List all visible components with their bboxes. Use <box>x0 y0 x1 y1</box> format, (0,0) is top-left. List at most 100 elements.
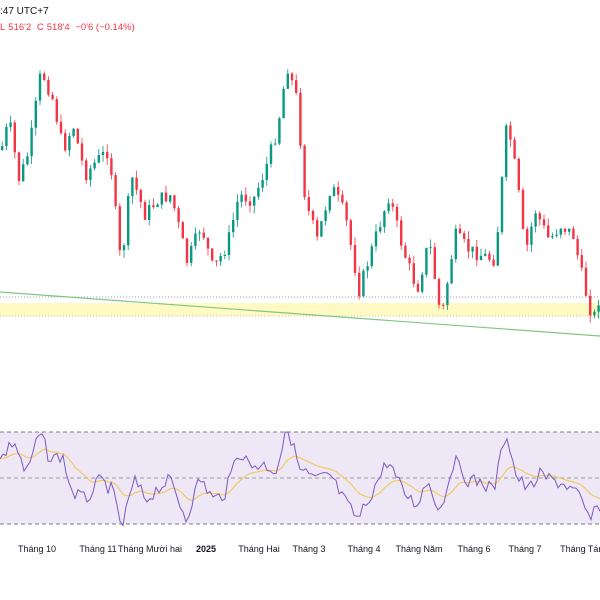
trendline <box>0 291 600 337</box>
candle-body <box>542 219 546 226</box>
candle-body <box>190 245 193 263</box>
candle-body <box>122 245 126 251</box>
candle-body <box>299 92 302 146</box>
candle-body <box>505 125 508 178</box>
candle-body <box>164 192 168 202</box>
candle-body <box>391 203 394 207</box>
candle-body <box>97 154 100 163</box>
rsi-line <box>0 431 600 527</box>
candle-body <box>215 260 218 262</box>
candle-body <box>425 248 428 275</box>
candle-body <box>349 220 352 245</box>
candle-body <box>303 145 306 198</box>
candle-body <box>513 139 516 159</box>
candle-body <box>253 196 256 206</box>
x-label-2025: 2025 <box>195 544 217 554</box>
candle-body <box>320 221 323 237</box>
x-label-thang-nam: Tháng Năm <box>395 544 443 554</box>
candle-body <box>177 208 180 223</box>
candle-body <box>173 195 176 209</box>
candle-body <box>89 168 92 181</box>
candle-body <box>139 189 142 202</box>
candle-body <box>185 238 189 263</box>
candle-body <box>202 232 205 238</box>
candle-body <box>286 73 289 89</box>
low-value: 516'2 <box>8 22 32 33</box>
candle-body <box>416 283 420 292</box>
candle-body <box>509 125 512 140</box>
candle-body <box>563 228 567 232</box>
candle-body <box>475 246 478 261</box>
candle-body <box>446 283 449 306</box>
candle-body <box>383 211 386 228</box>
candle-body <box>265 163 268 181</box>
candle-body <box>362 270 365 297</box>
candle-body <box>194 233 197 246</box>
support-zone <box>0 303 600 316</box>
price-pane[interactable] <box>0 0 600 420</box>
candle-body <box>408 257 411 264</box>
candle-body <box>148 205 151 220</box>
candle-body <box>219 255 222 262</box>
candle-body <box>30 127 33 157</box>
candle-body <box>370 246 373 267</box>
candle-body <box>551 235 554 238</box>
close-value: 518'4 <box>46 22 70 33</box>
candle-body <box>429 247 432 249</box>
candles-group <box>1 69 600 323</box>
candle-body <box>458 228 462 234</box>
candle-body <box>5 126 8 147</box>
candle-body <box>328 196 331 211</box>
time-text: :47 UTC+7 <box>0 6 49 17</box>
candle-body <box>257 187 260 197</box>
candle-body <box>421 274 424 292</box>
candle-body <box>9 122 12 127</box>
x-label-thang-4: Tháng 4 <box>347 544 381 554</box>
candle-body <box>332 187 336 197</box>
candle-body <box>568 228 571 232</box>
candle-body <box>59 121 63 134</box>
close-label: C <box>36 22 44 33</box>
candle-body <box>282 88 285 119</box>
x-label-thang-tam: Tháng Tám <box>560 544 600 554</box>
candle-body <box>181 222 184 239</box>
candle-body <box>232 219 235 233</box>
candle-body <box>589 295 592 316</box>
candle-body <box>274 143 277 145</box>
candle-body <box>93 162 96 169</box>
rsi-pane[interactable] <box>0 420 600 540</box>
candle-body <box>597 305 600 312</box>
candle-body <box>463 233 466 239</box>
candle-body <box>55 99 58 122</box>
candle-body <box>500 177 504 233</box>
candle-body <box>400 220 403 246</box>
candle-body <box>236 201 239 220</box>
candle-body <box>206 237 210 249</box>
candle-body <box>584 267 588 296</box>
candle-body <box>353 244 357 273</box>
candle-body <box>366 266 369 271</box>
candle-body <box>450 259 453 284</box>
candle-body <box>38 73 42 101</box>
candle-body <box>379 227 382 232</box>
candle-body <box>135 177 138 190</box>
x-label-thang-6: Tháng 6 <box>457 544 491 554</box>
x-label-thang-7: Tháng 7 <box>508 544 542 554</box>
candle-body <box>387 203 390 212</box>
candle-body <box>341 194 344 203</box>
candle-body <box>316 220 319 237</box>
candle-body <box>311 210 315 221</box>
candle-body <box>395 206 399 221</box>
candle-body <box>593 311 596 316</box>
candle-body <box>76 128 79 144</box>
x-label-thang-muoi-hai: Tháng Mười hai <box>118 544 182 554</box>
candle-body <box>324 210 327 222</box>
candle-body <box>290 73 294 81</box>
rsi-ma-line <box>0 448 600 501</box>
candle-body <box>479 255 483 261</box>
time-axis[interactable]: Tháng 10 Tháng 11 Tháng Mười hai 2025 Th… <box>0 540 600 560</box>
candle-body <box>517 158 520 191</box>
candle-body <box>118 206 121 251</box>
candle-body <box>198 232 201 234</box>
